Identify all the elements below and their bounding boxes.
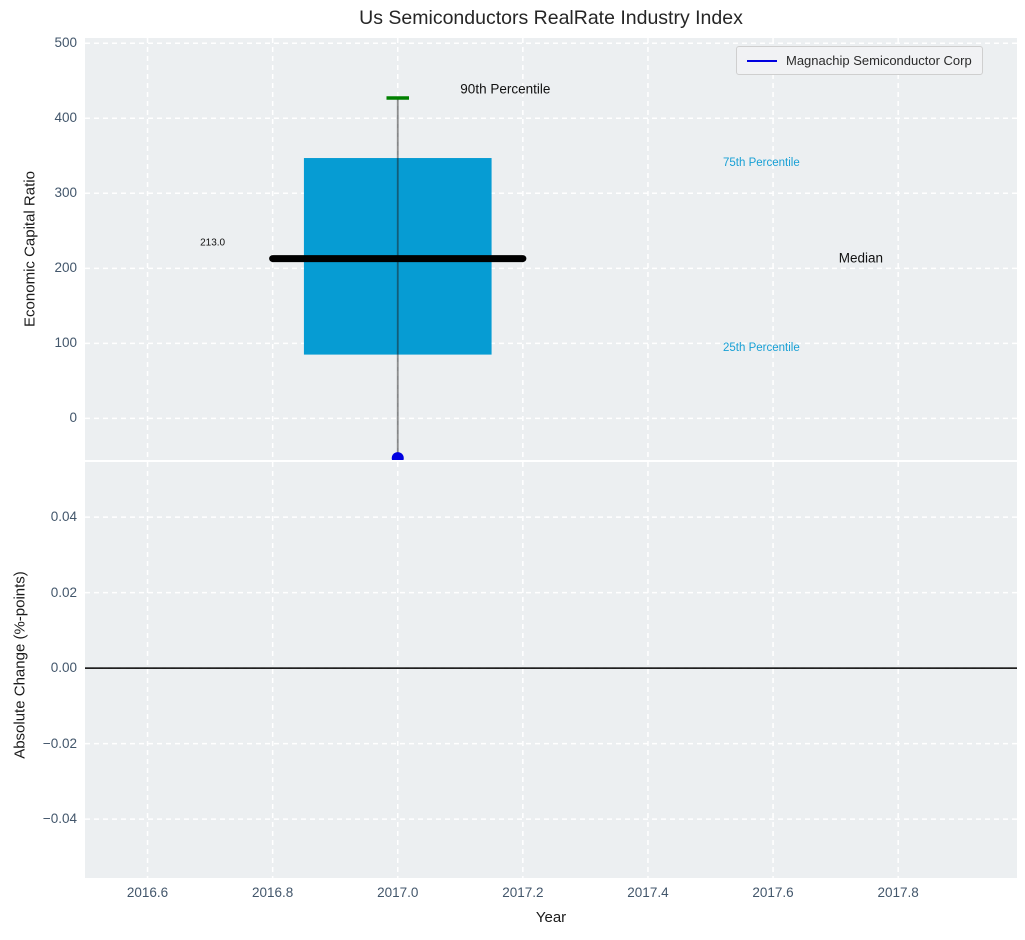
chart-title: Us Semiconductors RealRate Industry Inde… <box>359 7 743 29</box>
annotation-75th-percentile: 75th Percentile <box>723 157 800 170</box>
x-axis-label: Year <box>535 909 567 926</box>
y-tick-label-top: 400 <box>54 110 77 126</box>
x-tick-label: 2016.8 <box>251 885 294 900</box>
y-tick-label-top: 100 <box>54 335 77 351</box>
annotation-median-value: 213.0 <box>200 237 226 249</box>
x-tick-label: 2017.6 <box>752 885 794 900</box>
x-tick-label: 2017.2 <box>502 885 544 900</box>
y-axis-label-bottom: Absolute Change (%-points) <box>11 571 29 759</box>
y-tick-label-bottom: −0.04 <box>42 811 77 827</box>
bottom-axes-absolute-change <box>85 462 1017 878</box>
x-tick-label: 2017.8 <box>877 885 919 900</box>
y-axis-label-top: Economic Capital Ratio <box>21 171 39 327</box>
y-tick-label-bottom: 0.02 <box>50 584 77 600</box>
legend: Magnachip Semiconductor Corp <box>736 46 983 75</box>
x-tick-label: 2017.0 <box>377 885 419 900</box>
legend-label: Magnachip Semiconductor Corp <box>786 53 972 68</box>
y-tick-label-top: 500 <box>54 35 77 51</box>
y-tick-label-top: 300 <box>54 185 77 201</box>
y-tick-label-top: 0 <box>69 410 77 426</box>
annotation-90th-percentile: 90th Percentile <box>460 81 551 97</box>
y-tick-label-bottom: −0.02 <box>42 735 77 751</box>
company-point-marker <box>391 452 404 460</box>
legend-line-icon <box>747 59 777 62</box>
top-axes-economic-capital-ratio <box>85 38 1017 460</box>
bottom-axes-canvas <box>85 462 1017 878</box>
y-tick-label-bottom: 0.04 <box>50 509 77 525</box>
x-tick-label: 2016.6 <box>126 885 169 900</box>
y-tick-label-bottom: 0.00 <box>50 660 77 676</box>
annotation-median: Median <box>838 250 883 266</box>
y-tick-label-top: 200 <box>54 260 77 276</box>
annotation-25th-percentile: 25th Percentile <box>723 341 800 354</box>
top-axes-canvas <box>85 38 1017 460</box>
x-tick-label: 2017.4 <box>627 885 669 900</box>
